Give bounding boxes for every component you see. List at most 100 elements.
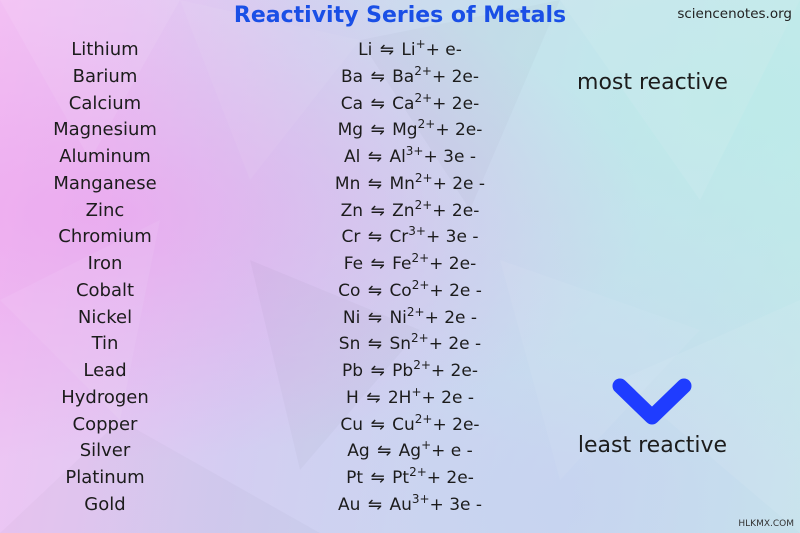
element-symbol: Pb xyxy=(342,361,364,381)
table-row: Cobalt Co ⇋ Co2++ 2e - xyxy=(0,278,800,305)
electrons: + 2e- xyxy=(430,361,478,381)
equilibrium-arrow-icon: ⇋ xyxy=(367,227,383,248)
metal-name: Gold xyxy=(84,493,126,515)
table-row: Tin Sn ⇋ Sn2++ 2e - xyxy=(0,331,800,358)
reactivity-table: Lithium Li ⇋ Li++ e- Barium Ba ⇋ Ba2++ 2e- C… xyxy=(0,37,800,519)
metal-name: Copper xyxy=(72,413,138,435)
table-row: Aluminum Al ⇋ Al3++ 3e - xyxy=(0,144,800,171)
ion-charge: 3+ xyxy=(405,144,424,158)
ion-charge: 2+ xyxy=(413,358,431,372)
metal-name: Zinc xyxy=(85,199,125,221)
element-symbol: Co xyxy=(338,280,361,301)
element-symbol: Mg xyxy=(337,120,364,141)
ion-charge: 3+ xyxy=(408,224,426,239)
half-reaction: Au ⇋ Au3++ 3e - xyxy=(255,492,565,518)
ion-symbol: Zn xyxy=(392,200,415,221)
half-reaction: Li ⇋ Li++ e- xyxy=(255,37,565,63)
ion-charge: 2+ xyxy=(414,411,433,426)
metal-name: Chromium xyxy=(58,226,152,248)
electrons: + 2e- xyxy=(426,468,474,488)
ion-symbol: 2H xyxy=(387,387,412,408)
metal-name: Nickel xyxy=(77,306,133,328)
metal-name: Calcium xyxy=(68,92,142,114)
electrons: + e- xyxy=(425,40,462,60)
equilibrium-arrow-icon: ⇋ xyxy=(367,173,383,194)
equilibrium-arrow-icon: ⇋ xyxy=(367,280,383,301)
ion-charge: 2+ xyxy=(414,197,433,212)
metal-name: Tin xyxy=(91,333,119,355)
equilibrium-arrow-icon: ⇋ xyxy=(370,200,385,221)
element-symbol: Ca xyxy=(340,93,364,114)
most-reactive-label: most reactive xyxy=(577,70,728,95)
metal-name: Barium xyxy=(72,65,138,87)
equilibrium-arrow-icon: ⇋ xyxy=(370,414,385,435)
ion-symbol: Pt xyxy=(392,468,410,488)
table-row: Silver Ag ⇋ Ag++ e - xyxy=(0,438,800,465)
half-reaction: Fe ⇋ Fe2++ 2e- xyxy=(255,251,565,277)
element-symbol: Ba xyxy=(340,66,364,87)
ion-charge: 2+ xyxy=(411,251,430,265)
table-row: Iron Fe ⇋ Fe2++ 2e- xyxy=(0,251,800,278)
equilibrium-arrow-icon: ⇋ xyxy=(370,66,385,87)
electrons: + 2e- xyxy=(431,66,479,87)
equilibrium-arrow-icon: ⇋ xyxy=(370,468,385,488)
ion-symbol: Cr xyxy=(389,227,409,248)
table-row: Nickel Ni ⇋ Ni2++ 2e - xyxy=(0,305,800,332)
element-symbol: H xyxy=(346,387,359,408)
metal-name: Aluminum xyxy=(59,146,151,167)
ion-symbol: Cu xyxy=(392,414,415,435)
electrons: + 2e- xyxy=(432,200,480,221)
ion-charge: 2+ xyxy=(414,90,433,105)
ion-charge: 2+ xyxy=(406,304,425,319)
metal-name: Silver xyxy=(79,440,131,462)
table-row: Barium Ba ⇋ Ba2++ 2e- xyxy=(0,64,800,91)
table-row: Chromium Cr ⇋ Cr3++ 3e - xyxy=(0,224,800,251)
half-reaction: Ni ⇋ Ni2++ 2e - xyxy=(255,305,565,331)
half-reaction: Al ⇋ Al3++ 3e - xyxy=(255,144,565,170)
table-row: Platinum Pt ⇋ Pt2++ 2e- xyxy=(0,465,800,492)
element-symbol: Ag xyxy=(347,441,370,462)
electrons: + 3e - xyxy=(423,147,476,167)
ion-symbol: Au xyxy=(389,494,412,515)
electrons: + e - xyxy=(431,441,473,462)
table-row: Manganese Mn ⇋ Mn2++ 2e - xyxy=(0,171,800,198)
equilibrium-arrow-icon: ⇋ xyxy=(366,387,381,408)
half-reaction: Ba ⇋ Ba2++ 2e- xyxy=(255,64,565,90)
metal-name: Hydrogen xyxy=(61,386,149,408)
metal-name: Lead xyxy=(83,360,127,381)
table-row: Zinc Zn ⇋ Zn2++ 2e- xyxy=(0,198,800,225)
ion-charge: + xyxy=(411,384,422,399)
electrons: + 2e - xyxy=(421,387,474,408)
equilibrium-arrow-icon: ⇋ xyxy=(370,361,385,381)
down-arrow-icon xyxy=(612,109,692,425)
ion-charge: 2+ xyxy=(411,277,430,292)
ion-symbol: Ni xyxy=(389,307,407,328)
electrons: + 2e - xyxy=(429,280,482,301)
metal-name: Iron xyxy=(87,253,123,274)
half-reaction: Mg ⇋ Mg2++ 2e- xyxy=(255,117,565,143)
equilibrium-arrow-icon: ⇋ xyxy=(367,494,383,515)
equilibrium-arrow-icon: ⇋ xyxy=(367,147,383,167)
ion-charge: 2+ xyxy=(409,465,427,479)
half-reaction: Sn ⇋ Sn2++ 2e - xyxy=(255,331,565,357)
ion-symbol: Li xyxy=(401,40,416,60)
metal-name: Lithium xyxy=(71,39,139,60)
half-reaction: Zn ⇋ Zn2++ 2e- xyxy=(255,198,565,224)
table-row: Gold Au ⇋ Au3++ 3e - xyxy=(0,492,800,519)
half-reaction: Pt ⇋ Pt2++ 2e- xyxy=(255,465,565,491)
equilibrium-arrow-icon: ⇋ xyxy=(370,93,385,114)
ion-charge: 2+ xyxy=(414,63,432,78)
element-symbol: Mn xyxy=(334,173,361,194)
metal-name: Cobalt xyxy=(75,279,135,301)
source-credit: sciencenotes.org xyxy=(677,6,792,22)
ion-symbol: Ca xyxy=(392,93,415,114)
equilibrium-arrow-icon: ⇋ xyxy=(379,40,394,60)
ion-charge: 2+ xyxy=(411,331,429,346)
ion-symbol: Ba xyxy=(392,66,415,87)
table-row: Magnesium Mg ⇋ Mg2++ 2e- xyxy=(0,117,800,144)
equilibrium-arrow-icon: ⇋ xyxy=(377,441,392,462)
electrons: + 3e - xyxy=(426,227,479,248)
element-symbol: Ni xyxy=(342,307,361,328)
table-row: Copper Cu ⇋ Cu2++ 2e- xyxy=(0,412,800,439)
half-reaction: Pb ⇋ Pb2++ 2e- xyxy=(255,358,565,384)
